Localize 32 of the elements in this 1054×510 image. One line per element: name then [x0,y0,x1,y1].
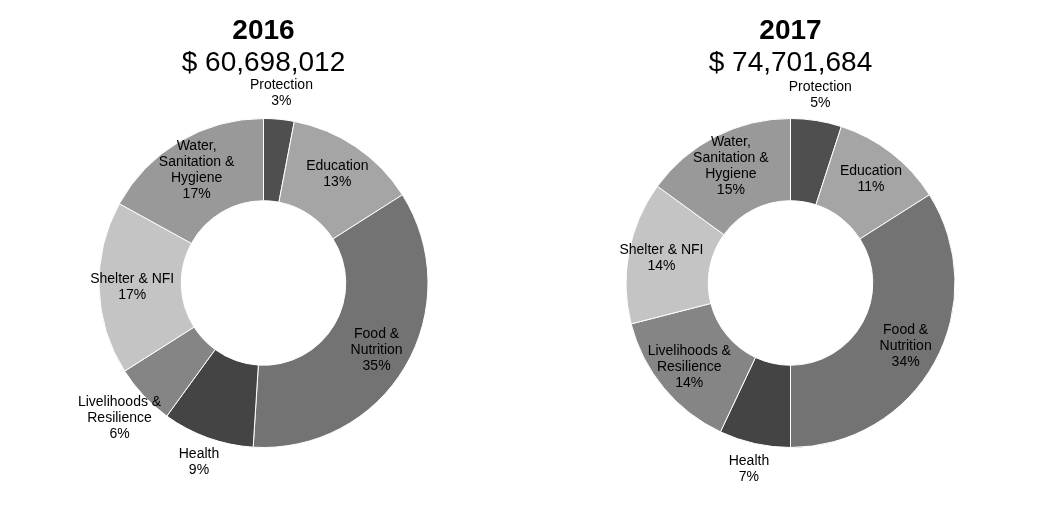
slice-label: Food & Nutrition [879,321,932,354]
data-label: 6% [109,425,130,442]
data-label: 7% [738,467,760,484]
data-label: 3% [271,92,292,109]
data-label: 11% [857,178,885,195]
slice-label: Shelter & NFI [90,269,175,286]
slice-label: Livelihoods & Resilience [77,393,162,426]
data-label: 13% [323,173,352,190]
slice-label: Shelter & NFI [619,241,704,258]
data-label: 15% [716,180,745,197]
data-label: 9% [188,461,210,478]
data-label: 5% [810,93,831,110]
data-label: 14% [647,257,676,274]
slice-label: Food & Nutrition [350,324,403,357]
data-label: 34% [891,353,920,370]
data-label: 14% [675,373,704,390]
data-label: 17% [182,184,211,201]
chart-subtitle: $ 74,701,684 [707,46,874,78]
chart-subtitle: $ 60,698,012 [180,46,347,78]
slice-label: Protection [249,76,313,93]
slice-label: Water, Sanitation & Hygiene [158,136,236,185]
slice-label: Health [178,445,220,462]
chart-title: 2016 [231,14,296,46]
chart-title: 2017 [758,14,823,46]
data-label: 17% [118,285,147,302]
slice-label: Health [728,451,770,468]
slice-label: Livelihoods & Resilience [647,341,732,374]
slice-label: Water, Sanitation & Hygiene [693,132,770,181]
data-label: 35% [362,356,391,373]
slice-label: Education [839,162,903,179]
slice-label: Education [306,157,369,174]
slice-label: Protection [788,77,852,94]
